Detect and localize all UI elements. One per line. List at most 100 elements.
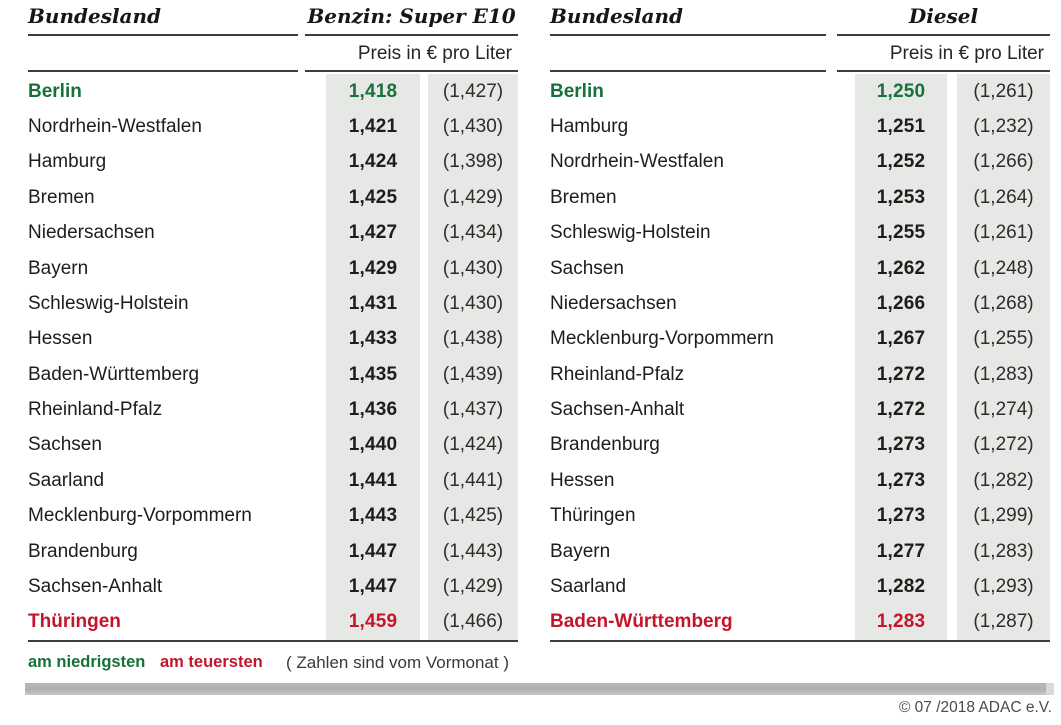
column-header-benzin: Benzin: Super E10: [307, 4, 516, 28]
previous-month-price: (1,439): [442, 363, 504, 385]
state-name: Bayern: [550, 540, 611, 562]
divider: [305, 70, 518, 72]
current-price: 1,443: [348, 505, 398, 527]
state-name: Nordrhein-Westfalen: [28, 116, 202, 138]
price-column-background: [326, 74, 420, 640]
previous-month-price: (1,441): [442, 469, 504, 491]
current-price: 1,429: [348, 257, 398, 279]
table-row: Niedersachsen 1,427 (1,434): [28, 216, 518, 251]
previous-month-price: (1,429): [442, 186, 504, 208]
state-name: Hessen: [28, 328, 93, 350]
current-price: 1,253: [876, 186, 926, 208]
previous-month-price: (1,430): [442, 292, 504, 314]
previous-month-price: (1,293): [973, 575, 1034, 597]
state-name: Brandenburg: [28, 540, 138, 562]
previous-month-price: (1,287): [973, 611, 1034, 633]
current-price: 1,421: [348, 116, 398, 138]
divider: [550, 34, 826, 36]
state-name: Baden-Württemberg: [550, 611, 733, 633]
current-price: 1,424: [348, 151, 398, 173]
table-row: Niedersachsen 1,266 (1,268): [550, 286, 1050, 321]
state-name: Hamburg: [28, 151, 107, 173]
divider: [837, 34, 1050, 36]
current-price: 1,273: [876, 434, 926, 456]
current-price: 1,267: [876, 328, 926, 350]
table-row: Schleswig-Holstein 1,255 (1,261): [550, 216, 1050, 251]
current-price: 1,277: [876, 540, 926, 562]
table-row: Hessen 1,273 (1,282): [550, 463, 1050, 498]
previous-month-price: (1,438): [442, 328, 504, 350]
price-unit-label: Preis in € pro Liter: [889, 43, 1044, 64]
table-row: Mecklenburg-Vorpommern 1,267 (1,255): [550, 322, 1050, 357]
previous-month-price: (1,466): [442, 611, 504, 633]
previous-month-price: (1,283): [973, 363, 1034, 385]
current-price: 1,427: [348, 222, 398, 244]
previous-month-price: (1,429): [442, 575, 504, 597]
state-name: Brandenburg: [550, 434, 660, 456]
table-row: Baden-Württemberg 1,283 (1,287): [550, 605, 1050, 640]
divider: [305, 34, 518, 36]
previous-month-price: (1,430): [442, 116, 504, 138]
state-name: Saarland: [550, 575, 627, 597]
prev-month-column-background: [957, 74, 1050, 640]
current-price: 1,282: [876, 575, 926, 597]
current-price: 1,251: [876, 116, 926, 138]
table-row: Sachsen 1,440 (1,424): [28, 428, 518, 463]
diesel-table-body: Berlin 1,250 (1,261) Hamburg 1,251 (1,232) Nor…: [550, 74, 1050, 640]
table-row: Nordrhein-Westfalen 1,252 (1,266): [550, 145, 1050, 180]
column-header-diesel: Diesel: [908, 4, 979, 28]
previous-month-price: (1,443): [442, 540, 504, 562]
current-price: 1,459: [348, 611, 398, 633]
legend-lowest-label: am niedrigsten: [28, 653, 146, 671]
current-price: 1,447: [348, 575, 398, 597]
state-name: Baden-Württemberg: [28, 363, 200, 385]
divider: [28, 70, 298, 72]
current-price: 1,433: [348, 328, 398, 350]
table-row: Sachsen-Anhalt 1,272 (1,274): [550, 392, 1050, 427]
previous-month-price: (1,274): [973, 399, 1034, 421]
current-price: 1,252: [876, 151, 926, 173]
table-row: Hamburg 1,251 (1,232): [550, 109, 1050, 144]
current-price: 1,436: [348, 399, 398, 421]
table-row: Brandenburg 1,447 (1,443): [28, 534, 518, 569]
current-price: 1,447: [348, 540, 398, 562]
current-price: 1,273: [876, 469, 926, 491]
table-row: Hessen 1,433 (1,438): [28, 322, 518, 357]
state-name: Bremen: [550, 186, 617, 208]
table-row: Thüringen 1,273 (1,299): [550, 499, 1050, 534]
state-name: Sachsen-Anhalt: [28, 575, 163, 597]
previous-month-price: (1,437): [442, 399, 504, 421]
current-price: 1,435: [348, 363, 398, 385]
state-name: Rheinland-Pfalz: [550, 363, 685, 385]
previous-month-price: (1,261): [973, 222, 1034, 244]
state-name: Nordrhein-Westfalen: [550, 151, 724, 173]
legend-note: ( Zahlen sind vom Vormonat ): [286, 653, 509, 672]
table-row: Hamburg 1,424 (1,398): [28, 145, 518, 180]
previous-month-price: (1,261): [973, 80, 1034, 102]
current-price: 1,262: [876, 257, 926, 279]
state-name: Schleswig-Holstein: [550, 222, 711, 244]
previous-month-price: (1,264): [973, 186, 1034, 208]
previous-month-price: (1,272): [973, 434, 1034, 456]
current-price: 1,418: [348, 80, 398, 102]
state-name: Rheinland-Pfalz: [28, 399, 163, 421]
previous-month-price: (1,398): [442, 151, 504, 173]
column-header-bundesland: Bundesland: [28, 4, 162, 28]
current-price: 1,441: [348, 469, 398, 491]
state-name: Niedersachsen: [550, 292, 677, 314]
current-price: 1,272: [876, 399, 926, 421]
state-name: Sachsen: [28, 434, 102, 456]
state-name: Mecklenburg-Vorpommern: [550, 328, 774, 350]
divider: [550, 70, 826, 72]
previous-month-price: (1,424): [442, 434, 504, 456]
current-price: 1,255: [876, 222, 926, 244]
divider: [837, 70, 1050, 72]
state-name: Hessen: [550, 469, 615, 491]
current-price: 1,266: [876, 292, 926, 314]
divider-bar: [25, 683, 1054, 695]
previous-month-price: (1,299): [973, 505, 1034, 527]
previous-month-price: (1,434): [442, 222, 504, 244]
previous-month-price: (1,268): [973, 292, 1034, 314]
current-price: 1,250: [876, 80, 926, 102]
